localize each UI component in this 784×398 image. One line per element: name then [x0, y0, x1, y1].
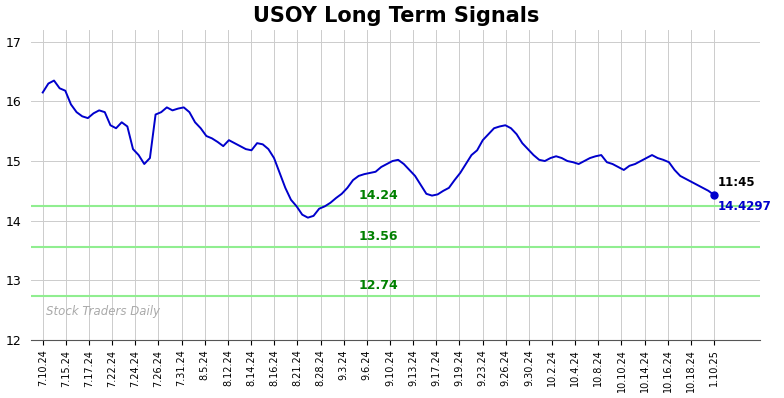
Text: 12.74: 12.74 [358, 279, 398, 292]
Text: 13.56: 13.56 [358, 230, 398, 243]
Text: 11:45: 11:45 [717, 176, 755, 189]
Text: 14.4297: 14.4297 [717, 200, 771, 213]
Text: Stock Traders Daily: Stock Traders Daily [45, 305, 160, 318]
Text: 14.24: 14.24 [358, 189, 398, 202]
Point [708, 192, 720, 198]
Title: USOY Long Term Signals: USOY Long Term Signals [252, 6, 539, 25]
